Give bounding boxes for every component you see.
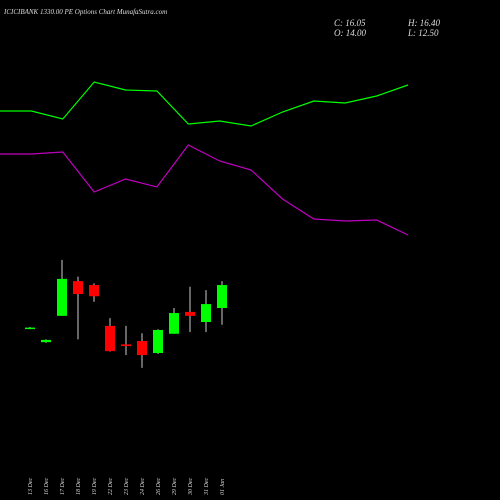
ohlc-low: L: 12.50 xyxy=(407,28,439,38)
candle-body xyxy=(137,341,147,356)
x-tick-label: 26 Dec xyxy=(156,478,162,495)
ohlc-open: O: 14.00 xyxy=(334,28,366,38)
candle-body xyxy=(73,281,83,294)
x-tick-label: 16 Dec xyxy=(44,478,50,495)
candle-body xyxy=(185,311,195,316)
indicator-line xyxy=(0,81,409,127)
x-tick-label: 18 Dec xyxy=(76,478,82,495)
candle-body xyxy=(153,329,163,354)
x-tick-label: 31 Dec xyxy=(204,478,210,496)
x-tick-label: 22 Dec xyxy=(108,478,114,495)
x-tick-label: 19 Dec xyxy=(92,478,98,495)
candle-body xyxy=(201,304,211,322)
candle-body xyxy=(89,285,99,297)
x-tick-label: 23 Dec xyxy=(124,478,130,495)
candle-body xyxy=(169,313,179,334)
x-tick-label: 29 Dec xyxy=(172,478,178,495)
chart-title: ICICIBANK 1330.00 PE Options Chart Munaf… xyxy=(3,8,167,16)
candle-body xyxy=(25,327,35,330)
x-tick-label: 30 Dec xyxy=(188,478,194,496)
candle-body xyxy=(121,344,131,347)
candle-body xyxy=(217,285,227,308)
x-tick-label: 17 Dec xyxy=(60,478,66,495)
ohlc-close: C: 16.05 xyxy=(334,18,366,28)
indicator-line xyxy=(0,144,409,236)
x-tick-label: 01 Jan xyxy=(220,479,226,495)
candle-body xyxy=(105,325,115,352)
candle-body xyxy=(41,339,51,343)
x-tick-label: 24 Dec xyxy=(139,478,146,495)
x-tick-label: 13 Dec xyxy=(28,478,34,495)
ohlc-high: H: 16.40 xyxy=(407,18,440,28)
candle-body xyxy=(57,278,67,316)
